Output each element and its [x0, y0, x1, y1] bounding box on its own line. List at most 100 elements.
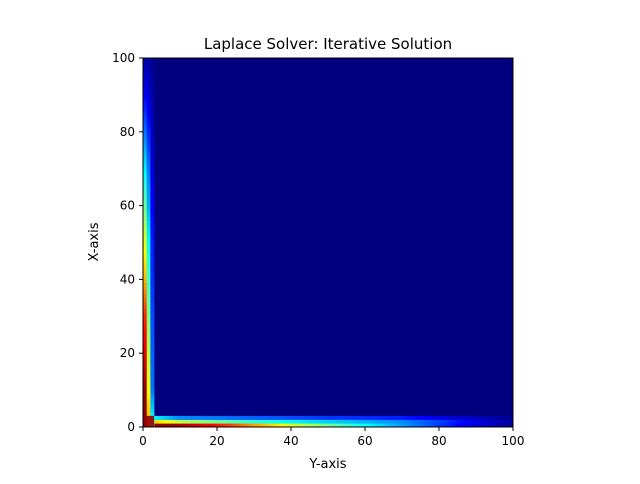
- heatmap-cell-left: [146, 308, 151, 313]
- heatmap-cell-left: [143, 375, 147, 380]
- heatmap-cell-left: [143, 128, 147, 133]
- heatmap-cell-left: [150, 386, 155, 391]
- heatmap-cell-bottom: [265, 419, 270, 424]
- heatmap-cell-left: [146, 379, 151, 384]
- heatmap-cell-left: [146, 275, 151, 280]
- heatmap-cell-left: [143, 253, 147, 258]
- heatmap-cell-left: [146, 404, 151, 409]
- heatmap-cell-bottom: [176, 415, 181, 420]
- heatmap-cell-bottom: [217, 423, 221, 428]
- heatmap-cell-bottom: [328, 419, 332, 424]
- heatmap-cell-bottom: [487, 419, 492, 424]
- heatmap-cell-left: [146, 220, 151, 225]
- heatmap-cell-bottom: [224, 415, 229, 420]
- heatmap-cell-left: [146, 353, 151, 358]
- heatmap-cell-left: [143, 76, 147, 81]
- heatmap-cell-bottom: [276, 423, 281, 428]
- heatmap-cell-left: [143, 316, 147, 321]
- heatmap-cell-bottom: [409, 423, 414, 428]
- heatmap-cell-bottom: [365, 419, 369, 424]
- heatmap-cell-left: [146, 183, 151, 188]
- heatmap-cell-left: [150, 393, 155, 398]
- heatmap-cell-left: [150, 205, 155, 210]
- heatmap-cell-bottom: [272, 419, 277, 424]
- heatmap-cell-left: [146, 128, 151, 133]
- heatmap-cell-left: [146, 209, 151, 214]
- heatmap-cell-bottom: [213, 423, 218, 428]
- heatmap-cell-bottom: [476, 415, 480, 420]
- heatmap-cell-bottom: [172, 423, 177, 428]
- heatmap-cell-bottom: [246, 419, 251, 424]
- heatmap-cell-bottom: [427, 419, 432, 424]
- heatmap-cell-left: [143, 124, 147, 129]
- heatmap-cell-bottom: [387, 415, 392, 420]
- heatmap-cell-bottom: [328, 415, 332, 420]
- heatmap-cell-left: [150, 105, 155, 110]
- heatmap-cell-bottom: [446, 415, 451, 420]
- heatmap-cell-bottom: [294, 419, 299, 424]
- heatmap-cell-bottom: [390, 415, 395, 420]
- heatmap-cell-bottom: [461, 419, 466, 424]
- heatmap-cell-left: [150, 220, 155, 225]
- heatmap-cell-left: [146, 124, 151, 129]
- heatmap-cell-left: [143, 238, 147, 243]
- heatmap-cell-left: [146, 382, 151, 387]
- heatmap-cell-bottom: [453, 419, 458, 424]
- heatmap-cell-left: [150, 131, 155, 136]
- heatmap-cell-bottom: [231, 419, 236, 424]
- heatmap-cell-bottom: [250, 423, 255, 428]
- heatmap-cell-left: [143, 319, 147, 324]
- heatmap-cell-bottom: [439, 419, 443, 424]
- heatmap-cell-left: [150, 279, 155, 284]
- heatmap-cell-bottom: [416, 423, 421, 428]
- heatmap-cell-bottom: [180, 423, 184, 428]
- heatmap-cell-left: [146, 401, 151, 406]
- heatmap-cell-left: [143, 323, 147, 328]
- heatmap-cell-bottom: [291, 419, 295, 424]
- heatmap-cell-bottom: [302, 419, 307, 424]
- heatmap-cell-bottom: [468, 423, 473, 428]
- heatmap-cell-bottom: [402, 415, 406, 420]
- heatmap-cell-bottom: [191, 415, 196, 420]
- heatmap-cell-left: [146, 172, 151, 177]
- heatmap-cell-left: [146, 323, 151, 328]
- heatmap-cell-bottom: [409, 415, 414, 420]
- heatmap-cell-bottom: [205, 419, 210, 424]
- heatmap-cell-bottom: [235, 423, 240, 428]
- heatmap-cell-bottom: [331, 415, 336, 420]
- heatmap-cell-bottom: [439, 415, 443, 420]
- heatmap-cell-bottom: [209, 419, 214, 424]
- heatmap-cell-left: [150, 120, 155, 125]
- heatmap-cell-bottom: [242, 423, 247, 428]
- heatmap-cell-bottom: [424, 415, 429, 420]
- heatmap-cell-left: [146, 194, 151, 199]
- heatmap-cell-left: [146, 297, 151, 302]
- heatmap-cell-bottom: [357, 419, 362, 424]
- heatmap-cell-bottom: [420, 419, 425, 424]
- heatmap-cell-left: [143, 172, 147, 177]
- heatmap-cell-bottom: [342, 423, 347, 428]
- heatmap-cell-bottom: [357, 423, 362, 428]
- y-tick-label: 20: [120, 346, 135, 360]
- heatmap-cell-bottom: [265, 423, 270, 428]
- heatmap-cell-bottom: [165, 415, 170, 420]
- heatmap-cell-left: [143, 205, 147, 210]
- heatmap-cell-bottom: [191, 423, 196, 428]
- heatmap-background: [143, 58, 513, 427]
- heatmap-cell-bottom: [383, 423, 388, 428]
- heatmap-cell-bottom: [161, 415, 166, 420]
- heatmap-cell-bottom: [168, 423, 173, 428]
- heatmap-cell-bottom: [313, 419, 318, 424]
- heatmap-cell-left: [143, 290, 147, 295]
- heatmap-cell-bottom: [194, 423, 199, 428]
- heatmap-cell-left: [143, 264, 147, 269]
- heatmap-cell-left: [150, 290, 155, 295]
- heatmap-cell-bottom: [254, 419, 258, 424]
- heatmap-cell-bottom: [387, 419, 392, 424]
- heatmap-cell-left: [143, 231, 147, 236]
- heatmap-cell-bottom: [435, 419, 440, 424]
- heatmap-cell-bottom: [405, 423, 410, 428]
- heatmap-cell-bottom: [353, 423, 358, 428]
- heatmap-cell-left: [143, 401, 147, 406]
- heatmap-cell-left: [143, 183, 147, 188]
